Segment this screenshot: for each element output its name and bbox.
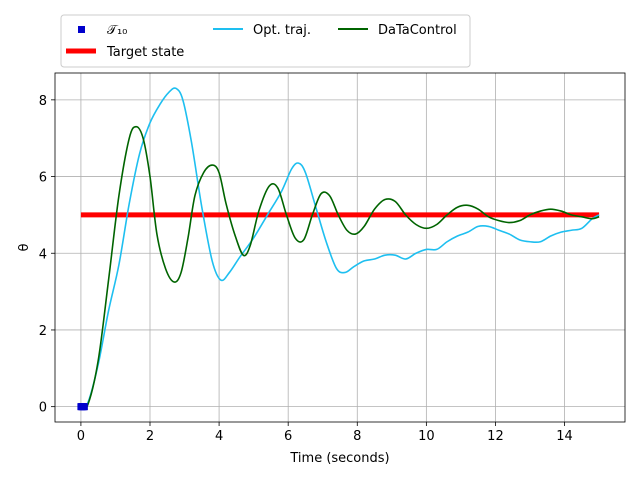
- legend-label-datacontrol: DaTaControl: [378, 23, 457, 38]
- axes-frame: [54, 72, 626, 423]
- grid: [55, 73, 625, 422]
- ticks: 0 2 4 6 8 10 12 14 0 2 4 6 8: [39, 94, 573, 444]
- legend-label-target: Target state: [106, 45, 184, 60]
- legend: 𝒯₁₀ Target state Opt. traj. DaTaControl: [60, 14, 471, 68]
- y-tick-label: 2: [39, 324, 47, 339]
- x-tick-label: 10: [418, 429, 435, 444]
- y-tick-label: 4: [39, 247, 47, 262]
- x-tick-label: 8: [353, 429, 361, 444]
- y-tick-label: 8: [39, 94, 47, 109]
- x-tick-label: 12: [487, 429, 504, 444]
- legend-label-t10: 𝒯₁₀: [107, 23, 127, 38]
- x-tick-label: 6: [284, 429, 292, 444]
- x-tick-label: 4: [215, 429, 223, 444]
- y-tick-label: 6: [39, 171, 47, 186]
- series-t10-marker: [80, 403, 88, 411]
- x-axis-label: Time (seconds): [289, 451, 389, 466]
- x-tick-label: 14: [556, 429, 573, 444]
- series-layer: [77, 87, 600, 411]
- series-datacontrol: [80, 125, 600, 410]
- x-tick-label: 0: [77, 429, 85, 444]
- legend-label-opt: Opt. traj.: [253, 23, 311, 38]
- legend-marker-t10: [78, 26, 85, 33]
- y-tick-label: 0: [39, 401, 47, 416]
- series-opt-traj: [80, 87, 600, 408]
- y-axis-label: θ: [17, 243, 32, 251]
- x-tick-label: 2: [146, 429, 154, 444]
